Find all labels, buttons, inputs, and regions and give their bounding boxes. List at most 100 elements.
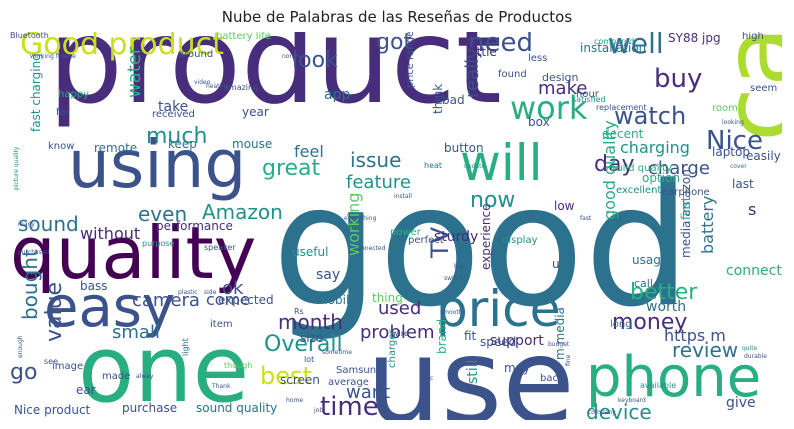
word-cloud-word: better xyxy=(630,280,698,305)
word-cloud-word: switch xyxy=(444,275,464,282)
word-cloud-word: will xyxy=(460,134,543,192)
word-cloud-word: month xyxy=(278,310,343,334)
word-cloud-word: charge xyxy=(648,158,710,179)
word-cloud-word: still xyxy=(465,359,481,384)
word-cloud-word: decent xyxy=(602,127,644,141)
word-cloud-word: case xyxy=(62,53,76,60)
word-cloud-word: sometime xyxy=(322,349,352,356)
word-cloud-word: normal xyxy=(282,53,304,60)
word-cloud-word: screen xyxy=(280,373,320,387)
word-cloud-word: take xyxy=(158,99,189,115)
word-cloud-word: fast charging xyxy=(29,53,43,132)
word-cloud-word: know xyxy=(48,141,75,152)
word-cloud-word: worth xyxy=(646,299,687,315)
word-cloud-word: happy xyxy=(58,89,90,100)
word-cloud-word: give xyxy=(726,395,756,411)
word-cloud-word: say xyxy=(316,267,341,283)
word-cloud-word: Bluetooth xyxy=(10,32,49,40)
word-cloud-word: great xyxy=(262,156,321,181)
word-cloud-word: satisfied xyxy=(572,95,606,104)
word-cloud-word: small xyxy=(112,322,160,343)
word-cloud-word: price xyxy=(436,280,561,338)
word-cloud-word: speaker xyxy=(204,243,236,252)
word-cloud-word: purpose xyxy=(142,239,175,248)
word-cloud-word: useful xyxy=(292,245,329,259)
word-cloud-word: quality xyxy=(10,211,257,295)
word-cloud-word: little xyxy=(470,45,497,59)
word-cloud-word: last xyxy=(732,177,754,191)
word-cloud-word: long xyxy=(610,319,632,330)
word-cloud-word: picture quality xyxy=(13,146,20,190)
word-cloud-word: wire xyxy=(392,329,409,338)
word-cloud-word: brand xyxy=(435,318,449,354)
word-cloud-word: excellent xyxy=(616,185,662,196)
word-cloud-word: work xyxy=(510,89,588,127)
word-cloud-word: plastic xyxy=(178,289,198,296)
word-cloud-word: come xyxy=(206,290,251,309)
word-cloud-word: update xyxy=(464,163,486,170)
word-cloud-word: remote xyxy=(94,141,138,155)
word-cloud-word: connected xyxy=(354,245,386,252)
word-cloud-word: working fine xyxy=(30,53,67,60)
word-cloud-word: lot xyxy=(304,355,315,364)
word-cloud-word: one xyxy=(78,316,250,420)
word-cloud-word: everything xyxy=(344,215,377,222)
word-cloud-word: video xyxy=(194,79,211,86)
word-cloud-word: go xyxy=(10,360,38,385)
word-cloud-word: support xyxy=(490,333,544,349)
word-cloud-word: usage xyxy=(632,253,669,267)
word-cloud-word: charging xyxy=(620,138,690,157)
word-cloud-word: home xyxy=(286,397,304,404)
word-cloud-word: option xyxy=(642,171,680,185)
word-cloud-word: sound xyxy=(18,212,79,236)
word-cloud-word: bass xyxy=(80,279,108,293)
word-cloud-word: may xyxy=(504,361,531,375)
word-cloud-word: ok xyxy=(222,278,244,299)
word-cloud-word: sturdy xyxy=(434,229,479,245)
word-cloud-word: Amazon xyxy=(202,200,283,224)
word-cloud-word: first xyxy=(679,196,693,220)
word-cloud-word: company xyxy=(588,409,616,416)
word-cloud-word: year xyxy=(242,105,269,119)
word-cloud-word: keep xyxy=(168,137,197,151)
word-cloud-word: used xyxy=(378,298,422,319)
word-cloud-word: Samsung xyxy=(336,365,383,376)
word-cloud-word: s xyxy=(748,200,757,219)
word-cloud-word: call xyxy=(634,277,653,290)
word-cloud-word: available xyxy=(640,381,677,390)
word-cloud-word: though xyxy=(224,361,253,370)
word-cloud-word: made xyxy=(102,371,131,382)
word-cloud-word: day xyxy=(594,152,635,177)
word-cloud-word: far xyxy=(56,107,70,118)
word-cloud-word: Rs xyxy=(294,307,304,316)
word-cloud-word: Nice xyxy=(706,126,763,156)
word-cloud-word: SY88 jpg xyxy=(668,32,721,45)
word-cloud-word: https m xyxy=(664,326,726,345)
word-cloud-word: budget xyxy=(548,341,570,348)
word-cloud-word: enough xyxy=(17,335,24,358)
word-cloud-word: got xyxy=(376,32,413,55)
word-cloud-word: seem xyxy=(750,83,778,94)
word-cloud-word: Thank xyxy=(212,383,231,390)
word-cloud-word: fine xyxy=(565,354,572,366)
word-cloud-word: without xyxy=(80,224,141,243)
word-cloud-word: Overall xyxy=(264,332,343,357)
word-cloud-word: back xyxy=(540,373,564,384)
word-cloud-word: buy xyxy=(654,64,703,94)
word-cloud-word: expected xyxy=(218,293,274,307)
word-cloud-word: average xyxy=(328,377,369,388)
word-cloud-word: looking xyxy=(722,119,744,126)
word-cloud-word: fast xyxy=(580,215,592,222)
word-cloud-word: low xyxy=(554,199,575,213)
word-cloud-word: mobile xyxy=(316,293,357,307)
word-cloud-word: best xyxy=(260,362,312,390)
word-cloud-word: size xyxy=(300,331,324,345)
word-cloud-word: image xyxy=(52,361,84,372)
word-cloud-word: much xyxy=(146,124,208,149)
word-cloud-word: price range xyxy=(405,32,416,88)
word-cloud-word: heating xyxy=(206,83,229,90)
word-cloud-word: money xyxy=(612,310,688,335)
word-cloud-word: watch xyxy=(614,102,687,130)
word-cloud-word: replacement xyxy=(596,103,647,112)
word-cloud-word: earphone xyxy=(662,187,710,198)
